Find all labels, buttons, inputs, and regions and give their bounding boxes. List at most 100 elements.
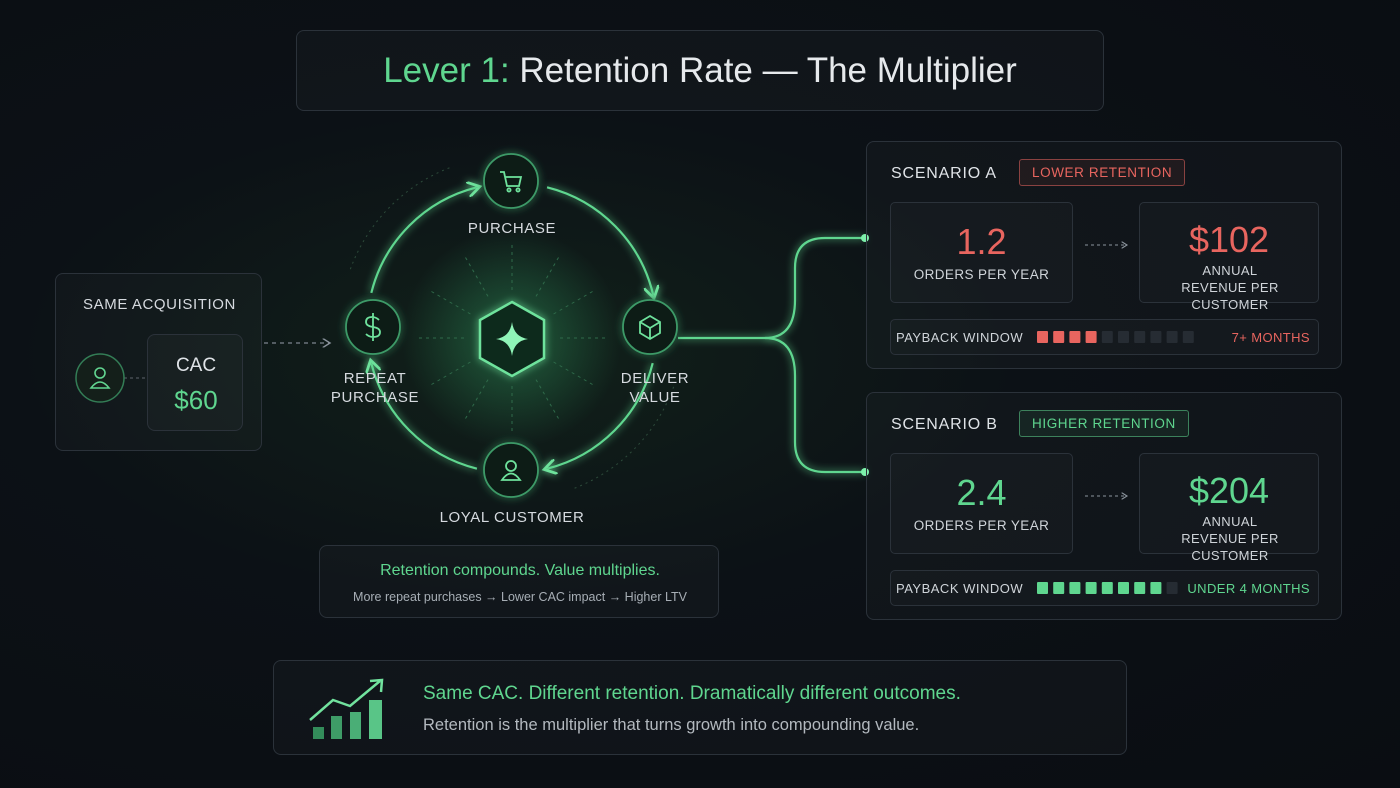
node-label: REPEAT PURCHASE bbox=[330, 370, 420, 406]
revenue-value: $102 bbox=[1188, 219, 1270, 260]
node-label: DELIVER VALUE bbox=[620, 370, 690, 406]
orders-label: ORDERS PER YEAR bbox=[913, 518, 1050, 533]
scenario-name: SCENARIO A bbox=[891, 165, 997, 182]
payback-segment-empty bbox=[1182, 331, 1194, 343]
payback-box: PAYBACK WINDOW 7+ MONTHS bbox=[890, 319, 1319, 355]
acquisition-card: SAME ACQUISITION CAC $60 bbox=[55, 273, 262, 451]
revenue-label: ANNUAL REVENUE PER CUSTOMER bbox=[1181, 263, 1279, 312]
node-icon bbox=[365, 313, 381, 341]
scenario-card: SCENARIO B HIGHER RETENTION 2.4 ORDERS PER … bbox=[866, 392, 1342, 620]
ray bbox=[429, 361, 471, 386]
payback-segment-empty bbox=[1101, 331, 1113, 343]
footer-detail: Retention is the multiplier that turns g… bbox=[423, 716, 920, 734]
outer-arc bbox=[349, 165, 454, 270]
node-circle bbox=[483, 153, 539, 209]
person-head bbox=[505, 460, 517, 472]
payback-segment-filled bbox=[1053, 331, 1065, 343]
scenario-tag: HIGHER RETENTION bbox=[1019, 410, 1189, 437]
payback-label: PAYBACK WINDOW bbox=[896, 581, 1024, 596]
orders-value: 2.4 bbox=[956, 472, 1007, 513]
ray bbox=[553, 361, 595, 386]
ray bbox=[535, 255, 560, 297]
scenario-name: SCENARIO B bbox=[891, 416, 998, 433]
orders-box: 1.2 ORDERS PER YEAR bbox=[890, 202, 1073, 303]
payback-segment-filled bbox=[1037, 582, 1048, 594]
cac-label: CAC bbox=[175, 355, 217, 376]
payback-segment-filled bbox=[1085, 331, 1097, 343]
cycle-arc bbox=[546, 186, 653, 295]
ray bbox=[464, 255, 489, 297]
payback-segment-filled bbox=[1069, 582, 1081, 594]
title-box: Lever 1: Retention Rate — The Multiplier bbox=[296, 30, 1104, 111]
title-accent: Lever 1: bbox=[383, 50, 510, 90]
scenario-tag: LOWER RETENTION bbox=[1019, 159, 1186, 186]
payback-segment-filled bbox=[1101, 582, 1113, 594]
orders-label: ORDERS PER YEAR bbox=[913, 267, 1050, 282]
orders-box: 2.4 ORDERS PER YEAR bbox=[890, 453, 1073, 554]
node-icon bbox=[500, 460, 522, 481]
cart-icon bbox=[500, 171, 523, 187]
node-label: LOYAL CUSTOMER bbox=[439, 509, 585, 526]
cart-wheel bbox=[515, 187, 521, 193]
icon-part bbox=[94, 367, 106, 379]
payback-segment-filled bbox=[1134, 582, 1146, 594]
payback-text: 7+ MONTHS bbox=[1231, 330, 1310, 345]
payback-segment-filled bbox=[1150, 582, 1162, 594]
payback-segment-empty bbox=[1166, 582, 1178, 594]
node-circle bbox=[483, 442, 539, 498]
center-hub bbox=[478, 300, 546, 378]
payback-segment-filled bbox=[1118, 582, 1129, 594]
growth-icon bbox=[309, 678, 384, 739]
node-icon bbox=[639, 314, 661, 341]
payback-segment-empty bbox=[1166, 331, 1178, 343]
payback-segment-empty bbox=[1118, 331, 1129, 343]
revenue-value: $204 bbox=[1188, 470, 1270, 511]
box-icon bbox=[639, 314, 661, 341]
revenue-label: ANNUAL REVENUE PER CUSTOMER bbox=[1181, 514, 1279, 563]
connector bbox=[678, 236, 865, 340]
note-detail: More repeat purchases → Lower CAC impact… bbox=[353, 590, 687, 604]
payback-meter bbox=[1037, 331, 1194, 343]
title-text: Retention Rate — The Multiplier bbox=[519, 50, 1017, 90]
rays bbox=[417, 243, 607, 433]
payback-segment-empty bbox=[1134, 331, 1146, 343]
node-label: PURCHASE bbox=[467, 220, 557, 237]
revenue-box: $102 ANNUAL REVENUE PER CUSTOMER bbox=[1139, 202, 1319, 312]
orders-value: 1.2 bbox=[956, 221, 1007, 262]
icon-part bbox=[89, 381, 111, 389]
payback-segment-empty bbox=[1150, 331, 1162, 343]
cac-box: CAC $60 bbox=[147, 334, 243, 431]
revenue-box: $204 ANNUAL REVENUE PER CUSTOMER bbox=[1139, 453, 1319, 563]
cycle-arc bbox=[370, 187, 477, 294]
cycle-arc bbox=[547, 362, 654, 469]
payback-box: PAYBACK WINDOW UNDER 4 MONTHS bbox=[890, 570, 1319, 606]
ray bbox=[464, 379, 489, 421]
dot bbox=[861, 234, 869, 242]
cycle-arc bbox=[371, 363, 478, 470]
footer-headline: Same CAC. Different retention. Dramatica… bbox=[423, 683, 961, 704]
acquisition-label: SAME ACQUISITION bbox=[83, 296, 236, 313]
dollar-icon bbox=[365, 313, 381, 341]
connector bbox=[764, 336, 865, 474]
ray bbox=[429, 290, 471, 315]
scenario-card: SCENARIO A LOWER RETENTION 1.2 ORDERS PER Y… bbox=[866, 141, 1342, 369]
payback-text: UNDER 4 MONTHS bbox=[1187, 581, 1310, 596]
outer-arc bbox=[570, 386, 675, 491]
cart-wheel bbox=[506, 187, 512, 193]
person-body bbox=[500, 472, 522, 481]
node-icon bbox=[500, 171, 523, 193]
payback-segment-filled bbox=[1069, 331, 1081, 343]
cycle-nodes bbox=[345, 153, 678, 498]
ray bbox=[553, 290, 595, 315]
ray bbox=[535, 379, 560, 421]
cycle-arcs bbox=[349, 165, 675, 491]
payback-meter bbox=[1037, 582, 1178, 594]
payback-segment-filled bbox=[1037, 331, 1048, 343]
footer-box: Same CAC. Different retention. Dramatica… bbox=[273, 660, 1127, 755]
note-box: Retention compounds. Value multiplies. M… bbox=[319, 545, 719, 618]
dot bbox=[861, 468, 869, 476]
payback-segment-filled bbox=[1085, 582, 1097, 594]
payback-label: PAYBACK WINDOW bbox=[896, 330, 1024, 345]
